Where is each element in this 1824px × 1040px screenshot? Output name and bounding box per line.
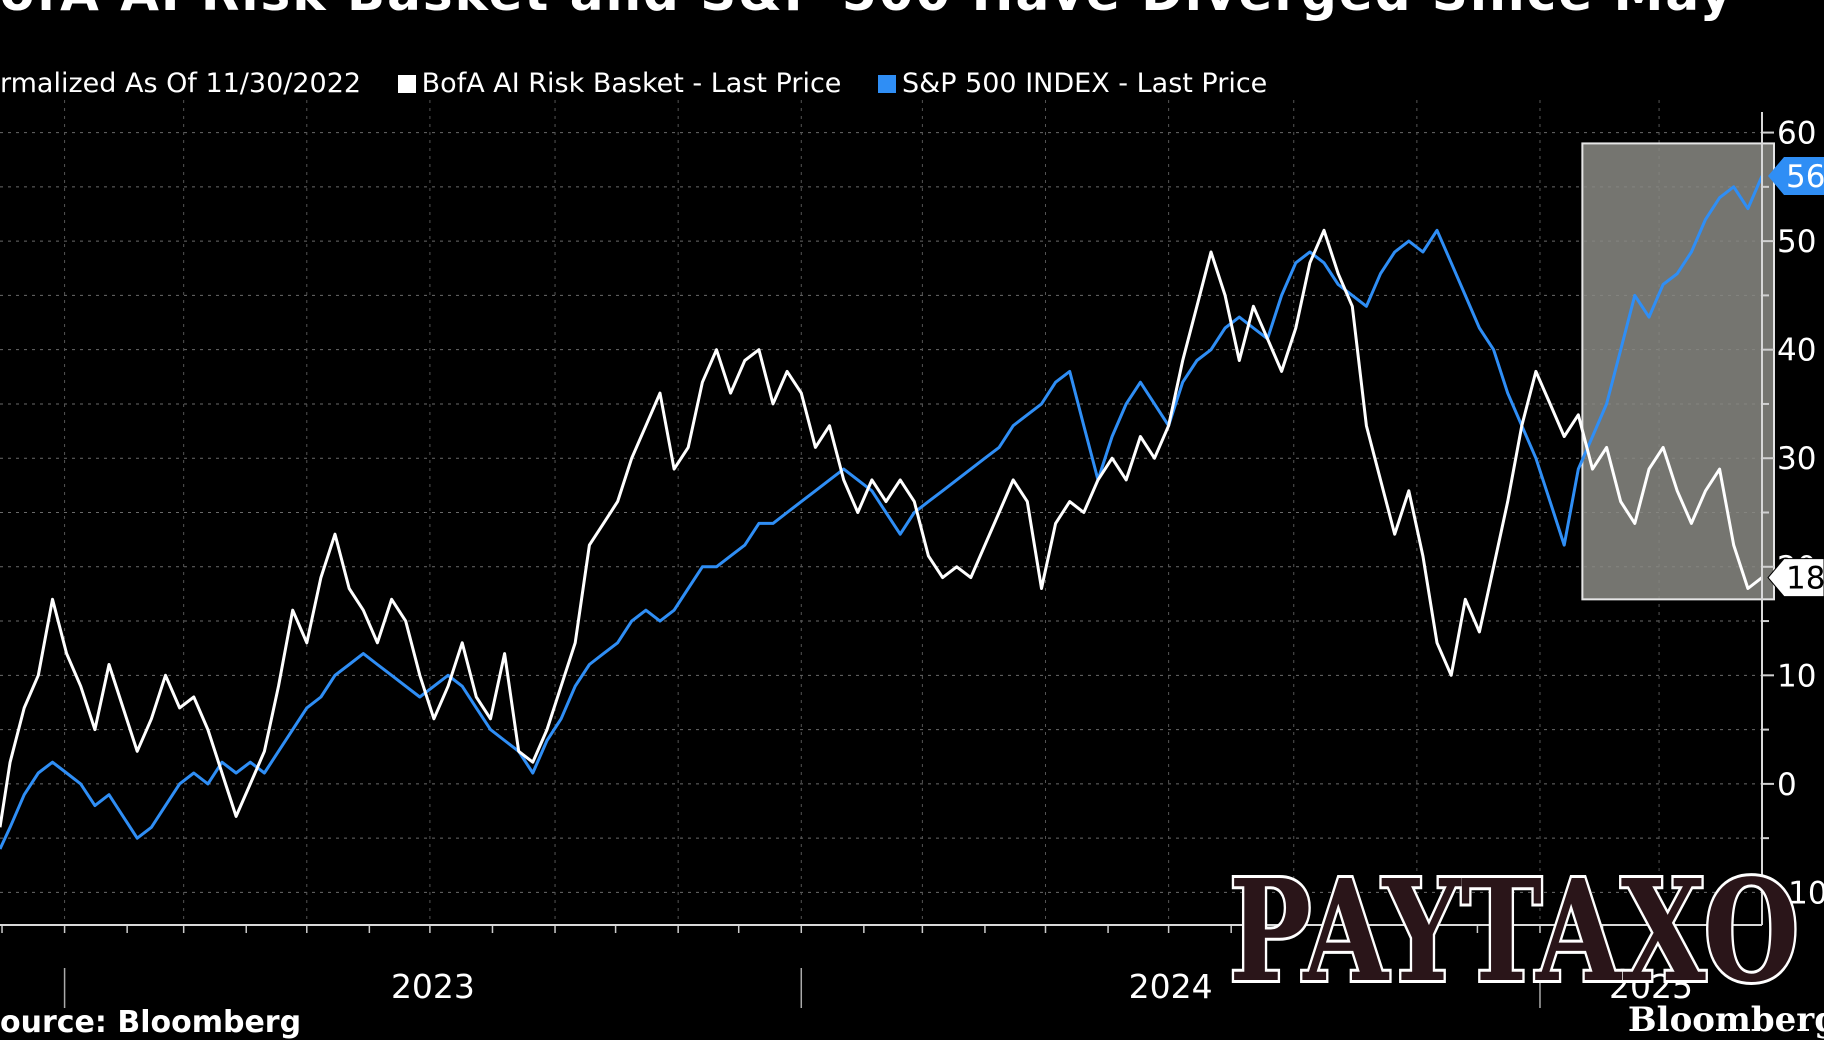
x-tick-label: 2024 (1129, 967, 1213, 1006)
highlight-box (1581, 142, 1776, 601)
y-tick-label: -10 (1777, 875, 1824, 911)
bloomberg-logo: Bloomberg (1627, 1000, 1824, 1040)
series-line-spx (0, 175, 1764, 850)
y-tick-label: 30 (1777, 441, 1816, 477)
y-tick-label: 60 (1777, 116, 1816, 152)
y-tick-label: 0 (1777, 767, 1797, 803)
series-line-ai-basket (0, 228, 1763, 828)
chart-title: ofA AI Risk Basket and S&P 500 Have Dive… (0, 0, 1734, 22)
legend-swatch-spx (878, 75, 897, 93)
highlight-box-layer (1581, 142, 1776, 601)
gridlines (0, 100, 1762, 925)
last-value-label-ai-basket: 18. (1786, 561, 1824, 597)
y-tick-label: 40 (1777, 333, 1816, 369)
last-value-tag-spx (1768, 156, 1824, 195)
x-tick-label: 2025 (1609, 967, 1693, 1006)
x-tick-label: 2023 (391, 967, 475, 1006)
legend-label-ai-basket: BofA AI Risk Basket - Last Price (421, 68, 842, 99)
source-note: ource: Bloomberg (0, 1005, 302, 1040)
last-value-tag-ai-basket (1767, 558, 1824, 598)
legend-swatch-ai-basket (397, 75, 416, 93)
axes: -100102030405060202320242025 (0, 112, 1824, 1008)
chart-subtitle-legend: rmalized As Of 11/30/2022 BofA AI Risk B… (0, 68, 1267, 99)
series-lines (0, 175, 1764, 850)
normalization-note: rmalized As Of 11/30/2022 (0, 68, 362, 99)
last-value-label-spx: 56. (1786, 159, 1824, 195)
y-tick-label: 10 (1777, 658, 1816, 694)
y-tick-label: 50 (1777, 224, 1816, 260)
legend-label-spx: S&P 500 INDEX - Last Price (902, 68, 1268, 99)
last-value-tags: 18. 56. (1767, 156, 1824, 598)
